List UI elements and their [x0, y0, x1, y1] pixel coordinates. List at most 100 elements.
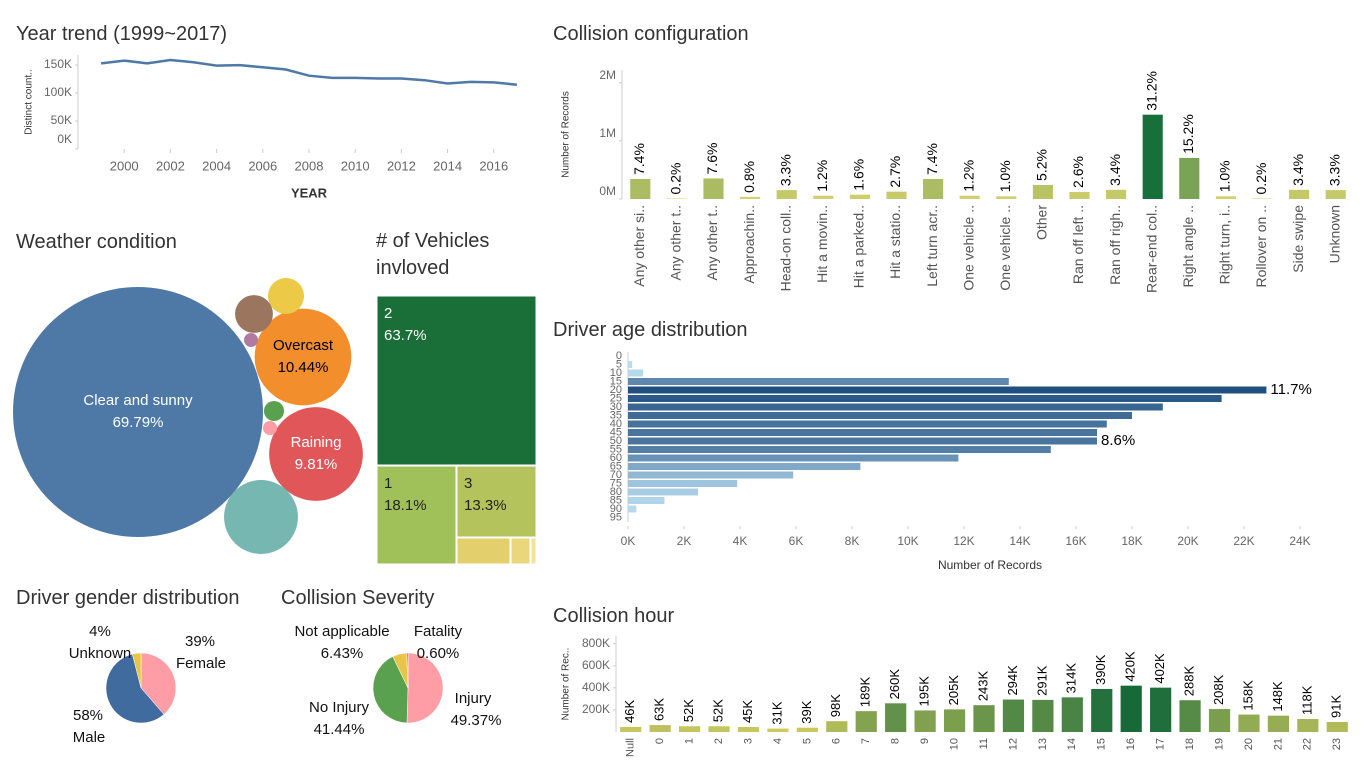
- y-axis-label: Distinct count..: [24, 69, 35, 135]
- x-tick-label: 16: [1125, 738, 1137, 750]
- bar: [628, 454, 959, 462]
- bar: [628, 420, 1107, 428]
- bar-value-label: 7.4%: [924, 143, 940, 175]
- y-tick-label: 70: [610, 469, 622, 481]
- cell-value: 13.3%: [464, 497, 507, 514]
- x-tick-label: Rear-end col..: [1143, 205, 1159, 293]
- bar-value-label: 402K: [1152, 653, 1167, 684]
- bar-value-label: 2.6%: [1070, 156, 1086, 188]
- chart-title: Collision Severity: [281, 587, 434, 609]
- y-tick-label: 95: [610, 511, 622, 523]
- x-tick-label: 13: [1037, 738, 1049, 750]
- x-tick-label: 0K: [621, 534, 636, 548]
- bar: [649, 725, 671, 732]
- x-tick-label: Approachin..: [741, 205, 757, 284]
- bubble-value: 9.81%: [295, 456, 338, 473]
- bar: [776, 190, 797, 199]
- bar: [628, 480, 738, 487]
- slice-category: No Injury: [309, 699, 370, 716]
- bar: [973, 705, 995, 732]
- x-tick-label: 8K: [845, 534, 860, 548]
- bubble-label: Overcast: [273, 337, 334, 354]
- bar: [1208, 709, 1231, 732]
- bar: [628, 403, 1163, 411]
- bar: [796, 727, 818, 732]
- bar: [959, 195, 980, 199]
- chart-title: Year trend (1999~2017): [16, 23, 227, 45]
- y-axis-label: Number of Records: [561, 91, 572, 178]
- bubble-value: 10.44%: [278, 359, 329, 376]
- x-tick-label: Ran off left ..: [1070, 205, 1086, 284]
- bar-value-label: 205K: [946, 675, 961, 706]
- y-tick-label: 2M: [599, 68, 616, 82]
- y-tick-label: 25: [610, 392, 622, 404]
- slice-category: Not applicable: [294, 623, 389, 640]
- bar-value-label: 98K: [828, 694, 843, 717]
- x-tick-label: 2: [713, 738, 725, 744]
- cell-label: 1: [384, 475, 392, 492]
- slice-value: 39%: [185, 633, 215, 650]
- bar: [628, 386, 1267, 394]
- bar-value-label: 11.7%: [1270, 381, 1311, 398]
- bar: [628, 497, 665, 504]
- slice-value: 41.44%: [314, 721, 365, 738]
- bar-value-label: 1.0%: [997, 160, 1013, 192]
- bar: [767, 728, 789, 732]
- bubble: [235, 295, 273, 333]
- bar-value-label: 291K: [1034, 665, 1049, 696]
- bar-value-label: 91K: [1329, 694, 1344, 717]
- bar-value-label: 1.2%: [814, 160, 830, 192]
- bar: [1179, 700, 1201, 732]
- bar-value-label: 118K: [1299, 685, 1314, 715]
- bar-value-label: 7.6%: [704, 143, 720, 175]
- bar: [703, 178, 724, 199]
- bar-value-label: 0.2%: [1253, 163, 1269, 195]
- chart-title: # of Vehicles invloved: [376, 230, 490, 279]
- y-tick-label: 15: [610, 375, 622, 387]
- bar: [737, 727, 760, 732]
- x-tick-label: 17: [1155, 738, 1167, 750]
- x-tick-label: 12K: [953, 534, 974, 548]
- x-tick-label: 2K: [677, 534, 692, 548]
- x-tick-label: Rollover on ..: [1253, 205, 1269, 287]
- bar: [740, 196, 761, 199]
- y-tick-label: 75: [610, 477, 622, 489]
- x-tick-label: 21: [1272, 738, 1284, 750]
- x-tick-label: 20: [1243, 738, 1255, 750]
- chart-title: Collision configuration: [553, 23, 749, 45]
- cell-value: 18.1%: [384, 497, 427, 514]
- bar-value-label: 3.3%: [777, 154, 793, 186]
- y-tick-label: 400K: [582, 680, 610, 694]
- bar: [923, 179, 944, 199]
- x-tick-label: Any other t..: [668, 205, 684, 280]
- bar: [628, 463, 861, 470]
- slice-value: 6.43%: [321, 645, 364, 662]
- bar-value-label: 52K: [710, 699, 725, 722]
- bar: [1032, 699, 1054, 732]
- x-tick-label: 2016: [479, 158, 508, 173]
- bar: [628, 471, 794, 479]
- y-tick-label: 85: [610, 494, 622, 506]
- bar: [885, 703, 907, 732]
- slice-category: Fatality: [414, 623, 463, 640]
- x-tick-label: 16K: [1065, 534, 1086, 548]
- bar-value-label: 0.2%: [668, 163, 684, 195]
- y-tick-label: 800K: [582, 636, 610, 650]
- x-tick-label: 24K: [1289, 534, 1310, 548]
- bar-value-label: 2.7%: [887, 156, 903, 188]
- x-tick-label: 19: [1213, 738, 1225, 750]
- bar-value-label: 314K: [1064, 663, 1079, 694]
- bar: [1069, 191, 1090, 199]
- bubble: [13, 287, 263, 537]
- bar-value-label: 158K: [1240, 680, 1255, 711]
- x-tick-label: 11: [978, 738, 990, 749]
- bar: [630, 179, 651, 199]
- x-tick-label: Any other t..: [704, 205, 720, 280]
- x-tick-label: 0: [654, 738, 666, 744]
- treemap-cell: [510, 537, 531, 565]
- x-tick-label: 18K: [1121, 534, 1142, 548]
- bar: [1267, 715, 1289, 732]
- bubble-label: Clear and sunny: [83, 392, 193, 409]
